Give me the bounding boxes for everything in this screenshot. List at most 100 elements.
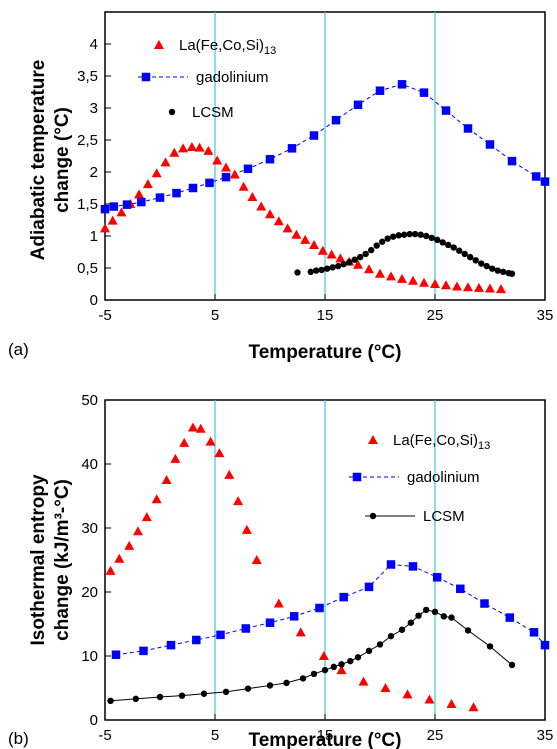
data-point [445, 241, 452, 249]
y-tick-label: 20 [81, 584, 98, 601]
y-tick-label: 50 [81, 392, 98, 409]
data-point [365, 647, 373, 655]
data-point [179, 437, 190, 447]
data-point [452, 281, 462, 291]
y-tick-label: 2,5 [77, 132, 98, 149]
data-point [170, 453, 181, 463]
data-point [324, 265, 331, 272]
data-point [441, 280, 451, 290]
data-point [423, 606, 430, 614]
data-point [463, 124, 473, 133]
data-point [395, 232, 402, 239]
data-point [307, 268, 314, 276]
x-tick-label: 15 [317, 307, 334, 324]
legend-b: La(Fe,Co,Si)13 gadolinium LCSM [349, 432, 490, 525]
data-point [100, 223, 110, 233]
data-point [507, 156, 517, 166]
data-point [496, 284, 506, 294]
data-point [464, 627, 472, 634]
data-point [380, 683, 391, 692]
data-point [265, 618, 275, 627]
data-point [186, 142, 197, 152]
data-point [362, 250, 369, 258]
data-point [461, 250, 468, 258]
legend-marker [154, 40, 164, 49]
y-axis-label-b-line1: Isothermal entropy [28, 474, 49, 645]
data-point [540, 640, 550, 650]
data-point [178, 692, 186, 699]
data-point [241, 524, 252, 534]
panel-label-a: (a) [8, 340, 29, 359]
y-tick-label: 0 [90, 712, 98, 729]
data-point [408, 562, 418, 571]
data-point [313, 267, 320, 274]
data-point [448, 614, 455, 621]
legend-marker [369, 512, 377, 520]
data-point [336, 665, 347, 675]
data-point [468, 702, 479, 712]
data-point [467, 253, 474, 261]
x-tick-label: 25 [427, 307, 444, 324]
data-point [494, 267, 501, 274]
data-point [415, 612, 422, 619]
data-point [347, 657, 354, 665]
data-point [419, 88, 429, 97]
data-point [289, 612, 299, 621]
data-point [192, 635, 201, 645]
data-point [188, 183, 198, 193]
data-point [440, 613, 447, 620]
data-point [194, 142, 205, 152]
data-point [282, 223, 293, 233]
data-point [531, 172, 541, 181]
data-point [317, 245, 328, 255]
data-point [114, 553, 125, 563]
legend-label: gadolinium [407, 469, 480, 486]
data-point [265, 209, 275, 219]
legend-marker [168, 108, 176, 116]
data-point [397, 273, 407, 283]
y-tick-label: 0,5 [77, 260, 98, 277]
data-point [222, 688, 230, 696]
data-point [346, 259, 353, 266]
tick-labels-a: -5 5 15 25 35 0 0,5 1 1,5 2 2,5 3 3,5 4 [77, 36, 553, 324]
data-point [203, 145, 214, 155]
data-point [266, 682, 274, 689]
legend-marker [141, 72, 151, 82]
data-point [151, 168, 162, 178]
data-point [137, 197, 146, 207]
data-point [241, 624, 251, 633]
y-tick-label: 0 [90, 292, 98, 309]
data-point [412, 230, 419, 238]
y-tick-label: 1,5 [77, 196, 98, 213]
data-point [353, 259, 363, 269]
data-point [434, 236, 441, 244]
data-point [178, 143, 189, 153]
data-point [486, 643, 494, 650]
data-point [265, 154, 275, 164]
y-tick-label: 3,5 [77, 68, 98, 85]
x-tick-label: 35 [537, 307, 554, 324]
series-lines-a [104, 83, 546, 210]
x-tick-label: -5 [98, 307, 111, 324]
data-point [124, 540, 135, 550]
data-point [188, 422, 198, 432]
data-point [156, 693, 164, 701]
data-point [216, 630, 225, 640]
y-axis-label-b-line2: change (kJ/m³-°C) [52, 479, 73, 641]
data-point [505, 613, 515, 622]
data-point [364, 582, 374, 592]
data-point [375, 86, 385, 95]
data-point [408, 275, 418, 285]
data-point [273, 216, 284, 226]
data-point [326, 249, 337, 259]
data-point [273, 598, 284, 608]
data-point [376, 641, 384, 648]
data-point [387, 632, 395, 640]
data-point [375, 268, 385, 278]
data-point [294, 269, 301, 276]
data-point [318, 651, 329, 660]
y-tick-label: 40 [81, 456, 98, 473]
data-point [428, 234, 435, 242]
grid-b [214, 400, 436, 720]
data-point [221, 162, 231, 172]
